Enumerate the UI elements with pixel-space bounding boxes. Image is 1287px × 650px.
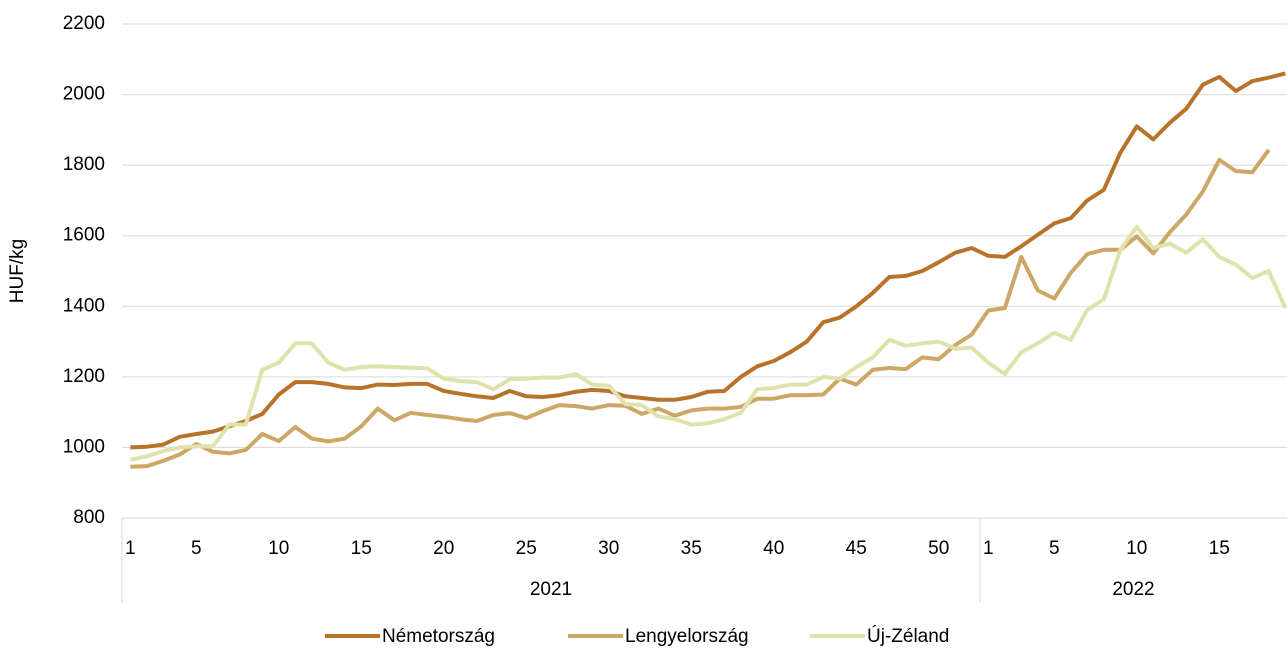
y-tick-label: 1800 xyxy=(63,154,105,175)
x-tick-label: 50 xyxy=(928,538,949,559)
x-tick-label: 1 xyxy=(983,538,994,559)
y-tick-label: 2000 xyxy=(63,84,105,105)
x-tick-label: 30 xyxy=(598,538,619,559)
x-tick-label: 1 xyxy=(125,538,136,559)
y-tick-label: 2200 xyxy=(63,13,105,34)
series-line xyxy=(130,148,1271,469)
y-tick-label: 1600 xyxy=(63,225,105,246)
x-tick-label: 15 xyxy=(1209,538,1230,559)
x-tick-label: 15 xyxy=(351,538,372,559)
group-label: 2021 xyxy=(530,579,572,600)
x-tick-label: 10 xyxy=(268,538,289,559)
y-tick-label: 1200 xyxy=(63,366,105,387)
y-tick-label: 800 xyxy=(73,507,105,528)
legend-label: Németország xyxy=(382,626,495,647)
y-tick-label: 1000 xyxy=(63,436,105,457)
x-tick-label: 45 xyxy=(846,538,867,559)
series-line xyxy=(129,224,1287,462)
x-tick-label: 10 xyxy=(1126,538,1147,559)
x-tick-label: 5 xyxy=(191,538,202,559)
legend-label: Új-Zéland xyxy=(867,625,949,647)
x-tick-label: 25 xyxy=(516,538,537,559)
x-tick-label: 35 xyxy=(681,538,702,559)
x-tick-label: 20 xyxy=(433,538,454,559)
x-tick-label: 5 xyxy=(1049,538,1060,559)
y-tick-label: 1400 xyxy=(63,295,105,316)
y-axis-label: HUF/kg xyxy=(7,239,28,303)
x-tick-label: 40 xyxy=(763,538,784,559)
legend-label: Lengyelország xyxy=(625,626,749,647)
group-label: 2022 xyxy=(1112,579,1154,600)
series-line xyxy=(130,71,1286,450)
